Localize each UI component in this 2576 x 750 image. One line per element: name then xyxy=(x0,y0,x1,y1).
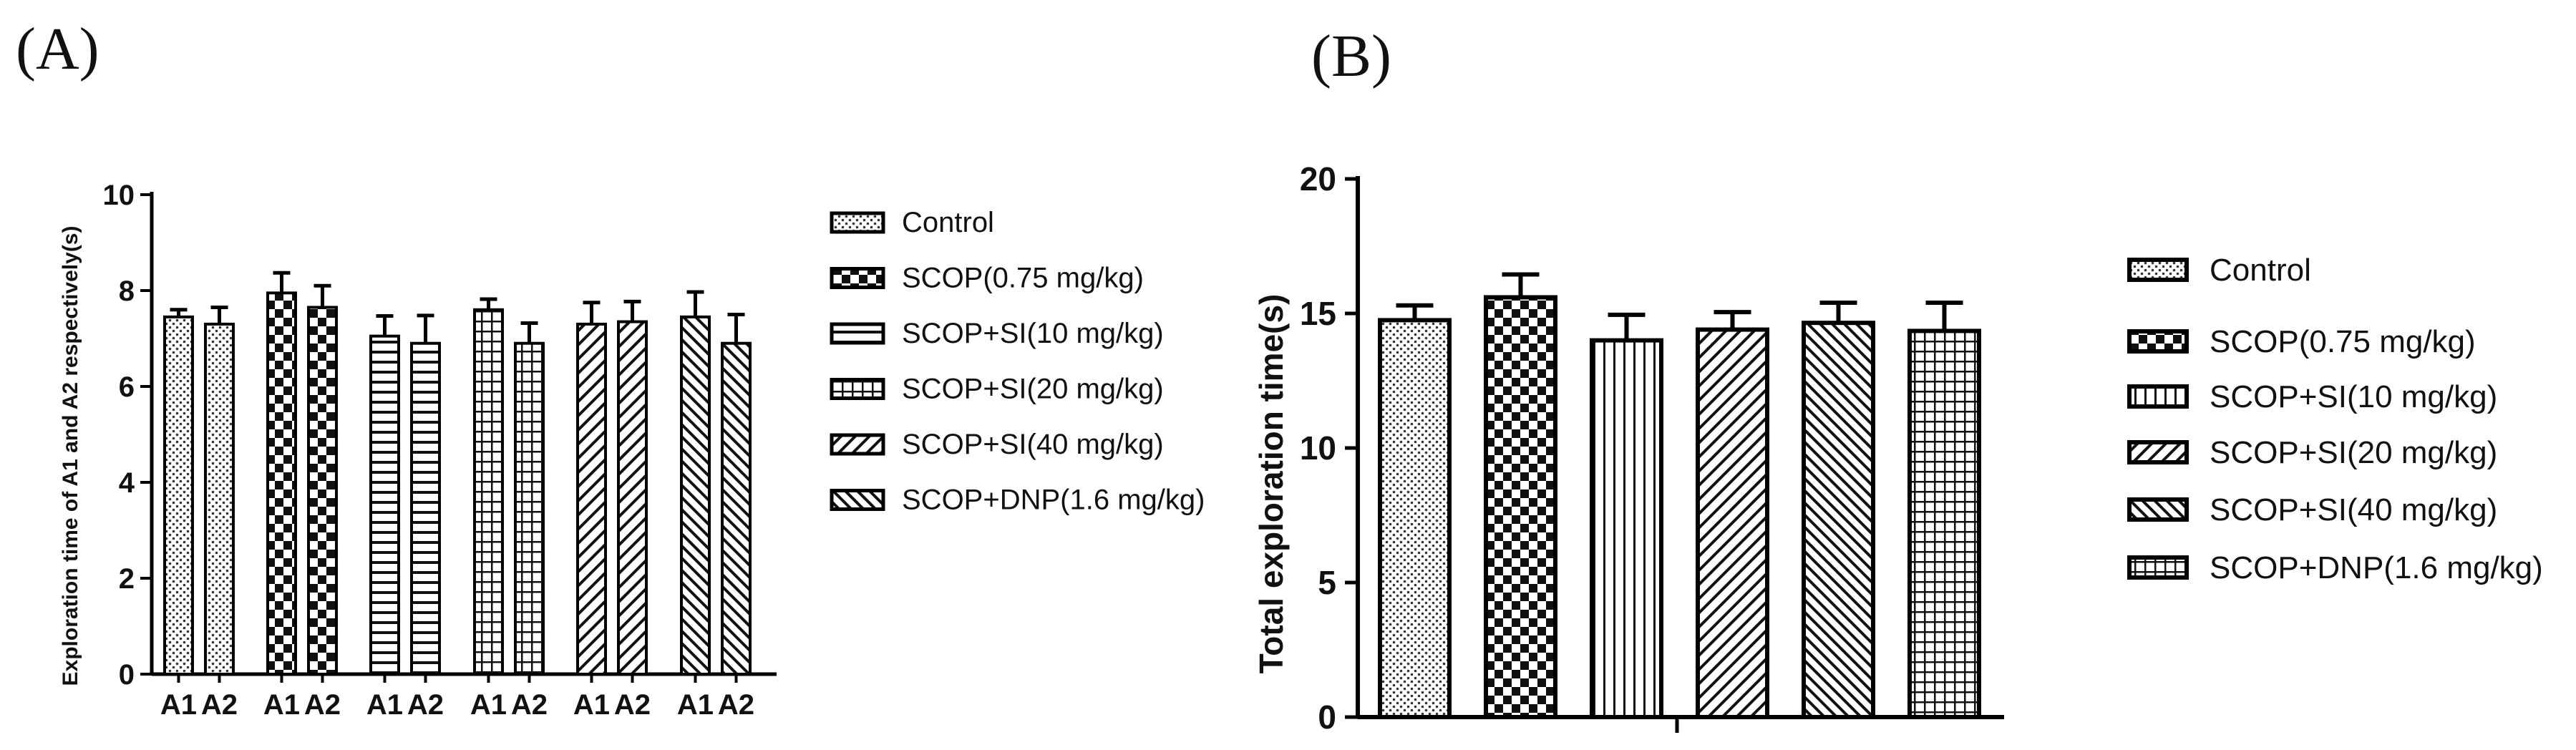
b-legend-swatch xyxy=(2127,258,2189,282)
a-legend-label: SCOP+SI(10 mg/kg) xyxy=(902,318,1164,349)
a-y-tick-label: 0 xyxy=(119,659,135,691)
b-y-axis-label: Total exploration time(s) xyxy=(1253,294,1290,674)
a-bar xyxy=(617,320,648,676)
b-y-tick-label: 5 xyxy=(1318,564,1336,601)
panel-b-label: (B) xyxy=(1311,23,1391,89)
b-bar xyxy=(1907,328,1981,719)
b-y-tick-label: 15 xyxy=(1300,295,1336,332)
b-legend-label: SCOP+SI(20 mg/kg) xyxy=(2210,435,2497,470)
b-bar xyxy=(1484,295,1557,719)
a-x-tick-label: A2 xyxy=(407,689,444,721)
b-legend-label: SCOP+SI(40 mg/kg) xyxy=(2210,492,2497,527)
a-x-tick-label: A1 xyxy=(677,689,714,721)
b-y-tick-label: 20 xyxy=(1300,160,1336,198)
b-legend-swatch xyxy=(2127,497,2189,522)
b-bar xyxy=(1802,321,1875,720)
a-legend-label: SCOP+SI(40 mg/kg) xyxy=(902,429,1164,460)
b-legend-swatch xyxy=(2127,384,2189,409)
a-legend-label: SCOP+DNP(1.6 mg/kg) xyxy=(902,484,1205,516)
b-legend-swatch xyxy=(2127,440,2189,464)
a-x-tick-label: A1 xyxy=(366,689,403,721)
a-bar xyxy=(680,315,711,676)
a-bar xyxy=(514,341,545,676)
a-x-tick-label: A1 xyxy=(573,689,610,721)
a-x-tick-label: A2 xyxy=(718,689,754,721)
b-legend-label: Control xyxy=(2210,253,2311,288)
a-x-tick-label: A2 xyxy=(614,689,651,721)
a-y-axis-label: Exploration time of A1 and A2 respective… xyxy=(59,226,82,686)
a-legend-swatch xyxy=(830,433,885,456)
panel-a-label: (A) xyxy=(16,16,99,82)
a-x-tick-label: A2 xyxy=(304,689,341,721)
a-y-tick-label: 2 xyxy=(119,563,135,595)
a-x-tick-label: A1 xyxy=(470,689,507,721)
a-x-tick-label: A2 xyxy=(511,689,548,721)
b-legend-swatch xyxy=(2127,555,2189,580)
a-legend-swatch xyxy=(830,322,885,345)
b-legend-swatch xyxy=(2127,329,2189,354)
a-bar xyxy=(163,315,194,676)
a-legend-label: SCOP(0.75 mg/kg) xyxy=(902,263,1144,294)
a-bar xyxy=(369,334,400,676)
chart-b: 0 5 10 15 20 Total exploration time(s) Control… xyxy=(1253,160,2543,736)
a-x-tick-label: A1 xyxy=(160,689,197,721)
a-bar xyxy=(721,341,752,676)
a-bar xyxy=(204,322,235,676)
a-bar xyxy=(473,308,504,676)
b-y-tick-label: 0 xyxy=(1318,698,1336,736)
chart-a: 0 2 4 6 8 10 Exploration time of A1 and A2 res… xyxy=(59,180,1205,721)
a-x-tick-label: A2 xyxy=(201,689,238,721)
a-legend-label: SCOP+SI(20 mg/kg) xyxy=(902,374,1164,405)
a-x-tick-label: A1 xyxy=(263,689,300,721)
a-legend-label: Control xyxy=(902,207,994,238)
a-bar xyxy=(576,322,607,676)
a-bar xyxy=(410,341,441,676)
a-legend-swatch xyxy=(830,378,885,400)
b-legend-label: SCOP(0.75 mg/kg) xyxy=(2210,324,2476,359)
a-bar xyxy=(307,306,338,676)
a-legend-swatch xyxy=(830,211,885,234)
b-legend-label: SCOP+SI(10 mg/kg) xyxy=(2210,379,2497,414)
b-bar xyxy=(1378,318,1452,719)
b-legend-label: SCOP+DNP(1.6 mg/kg) xyxy=(2210,550,2543,585)
a-legend-swatch xyxy=(830,267,885,289)
a-y-tick-label: 6 xyxy=(119,371,135,403)
a-y-tick-label: 10 xyxy=(103,180,135,211)
b-y-tick-label: 10 xyxy=(1300,429,1336,467)
a-y-tick-label: 4 xyxy=(119,467,135,499)
b-bar xyxy=(1590,338,1663,720)
a-bar xyxy=(266,291,297,676)
a-y-tick-label: 8 xyxy=(119,276,135,307)
a-legend-swatch xyxy=(830,489,885,511)
b-bar xyxy=(1696,327,1769,719)
